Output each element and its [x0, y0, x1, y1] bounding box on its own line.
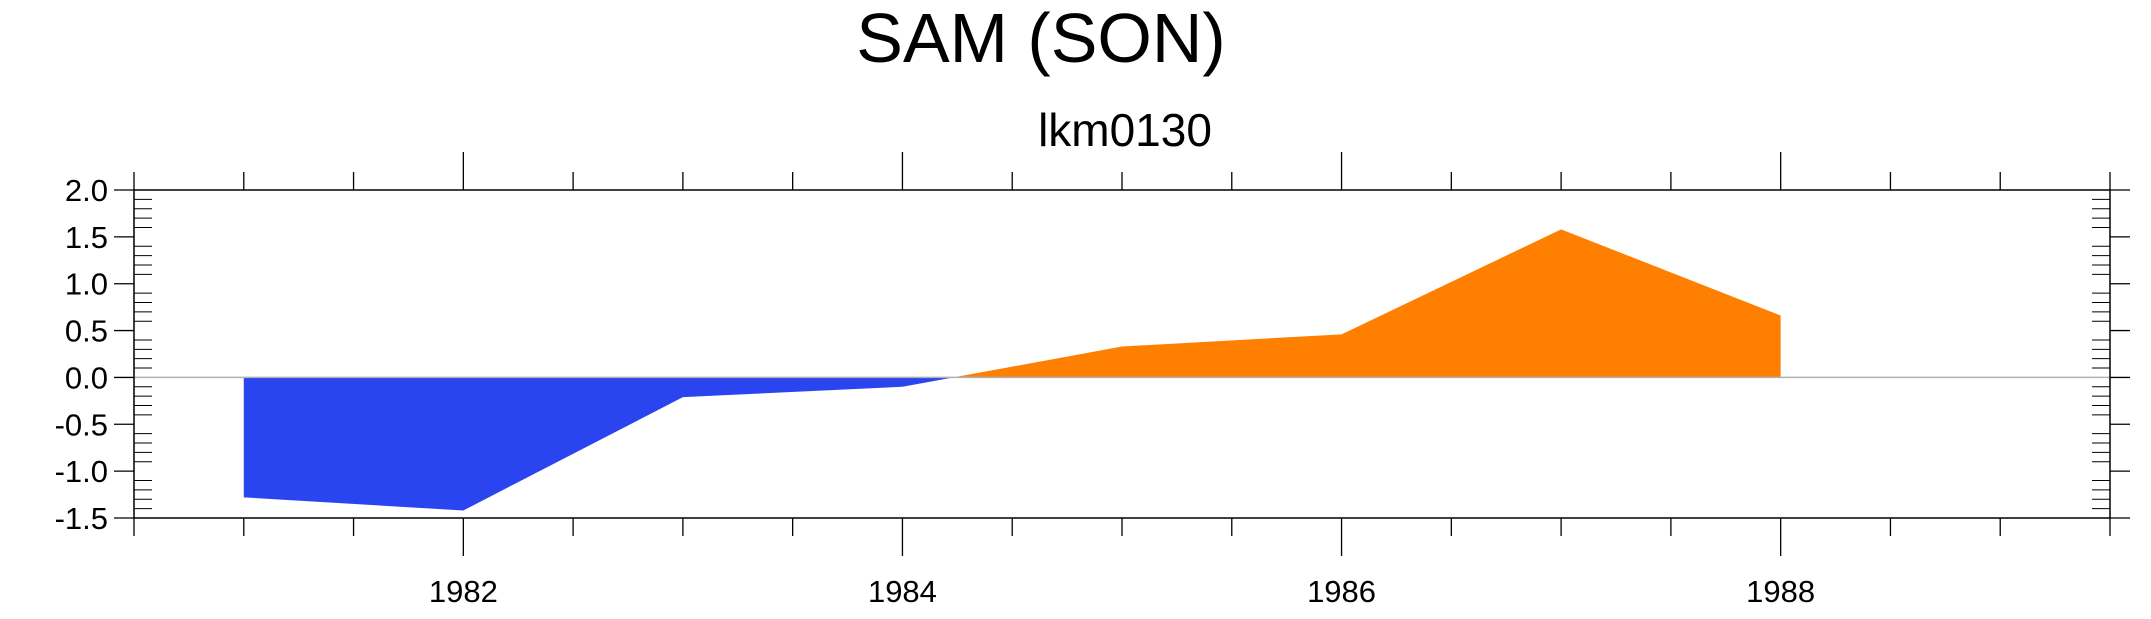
y-tick-label: -0.5	[55, 407, 108, 442]
chart-title: SAM (SON)	[856, 0, 1225, 77]
y-tick-label: 1.5	[65, 220, 108, 255]
tick-labels: -1.5 -1.0 -0.5 0.0 0.5 1.0 1.5 2.0 1982 1984 1986 1…	[55, 173, 1816, 609]
y-tick-label: 2.0	[65, 173, 108, 208]
axes	[114, 152, 2130, 556]
x-tick-label: 1984	[868, 574, 937, 609]
x-tick-label: 1982	[429, 574, 498, 609]
y-tick-label: -1.5	[55, 501, 108, 536]
y-tick-label: 1.0	[65, 267, 108, 302]
x-tick-label: 1988	[1746, 574, 1815, 609]
y-tick-label: 0.5	[65, 314, 108, 349]
chart-subtitle: lkm0130	[1038, 104, 1212, 156]
x-tick-label: 1986	[1307, 574, 1376, 609]
y-tick-label: 0.0	[65, 360, 108, 395]
negative-area	[243, 377, 954, 511]
positive-area	[953, 229, 1781, 378]
y-tick-label: -1.0	[55, 454, 108, 489]
area-fills	[243, 229, 1781, 511]
